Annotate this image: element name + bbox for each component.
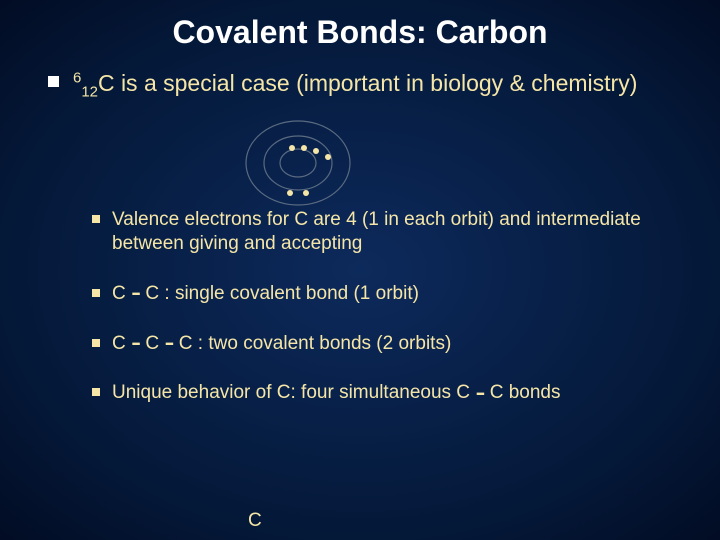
bullet-1: 612C is a special case (important in bio…: [48, 69, 692, 102]
slide-title: Covalent Bonds: Carbon: [0, 0, 720, 51]
atom-diagram: [238, 108, 358, 218]
bullet-1-text: 612C is a special case (important in bio…: [73, 69, 637, 102]
bullet-small-square-icon: [92, 289, 100, 297]
bullet-3: C - C - C : two covalent bonds (2 orbits…: [48, 332, 692, 356]
bullet-4: Unique behavior of C: four simultaneous …: [48, 381, 692, 405]
bullet-2-text: C - C : single covalent bond (1 orbit): [112, 282, 419, 306]
bullet-1-sub1: Valence electrons for C are 4 (1 in each…: [48, 208, 692, 256]
bullet-small-square-icon: [92, 215, 100, 223]
center-carbon-label: C: [248, 510, 262, 532]
bond-dash-icon: -: [164, 333, 173, 351]
bond-dash-icon: -: [131, 333, 140, 351]
bullet-1-sub1-text: Valence electrons for C are 4 (1 in each…: [112, 208, 692, 256]
bullet-1-rest: C is a special case (important in biolog…: [98, 70, 637, 96]
atom-rings: [246, 121, 350, 205]
bullet-4-text: Unique behavior of C: four simultaneous …: [112, 381, 560, 405]
bullet-square-icon: [48, 76, 59, 87]
slide-content: 612C is a special case (important in bio…: [0, 51, 720, 405]
bullet-2: C - C : single covalent bond (1 orbit): [48, 282, 692, 306]
bullet-small-square-icon: [92, 388, 100, 396]
atomic-number: 12: [81, 84, 98, 101]
bullet-3-text: C - C - C : two covalent bonds (2 orbits…: [112, 332, 451, 356]
bond-dash-icon: -: [131, 283, 140, 301]
bullet-small-square-icon: [92, 339, 100, 347]
